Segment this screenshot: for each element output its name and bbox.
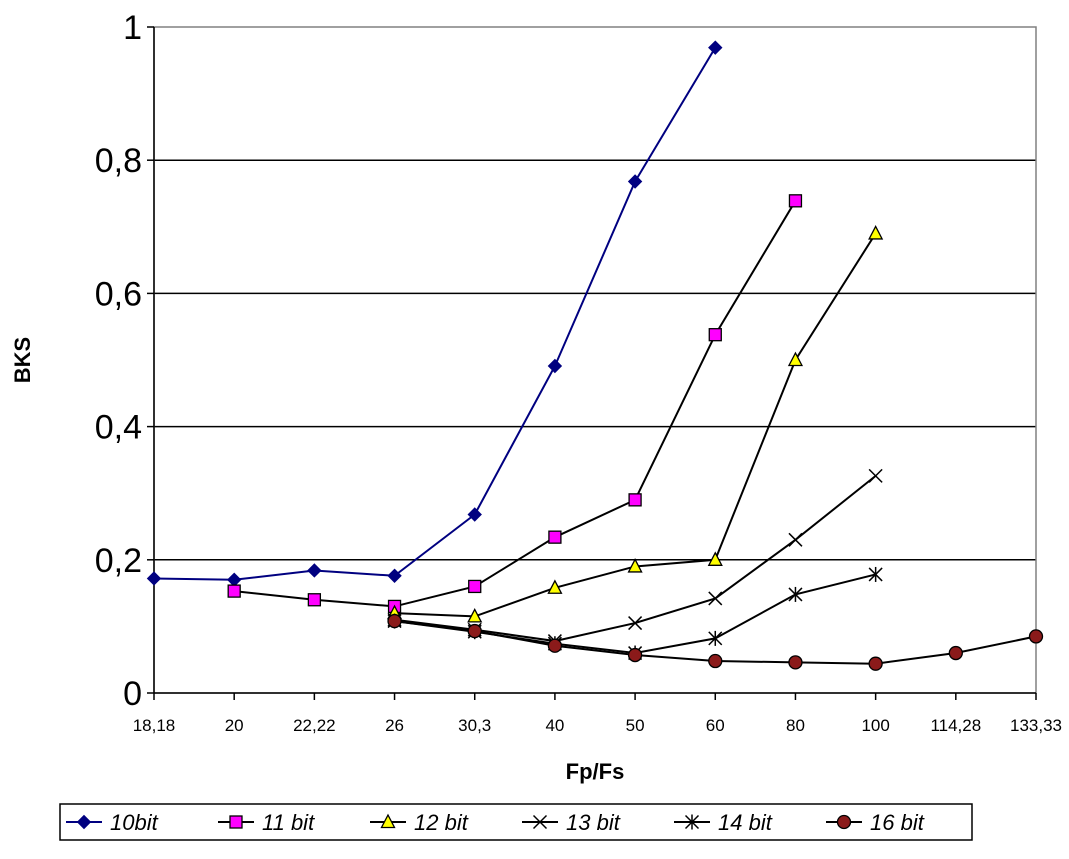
y-tick-label: 0,8 [95,142,142,180]
series-line [394,573,876,655]
data-point [708,630,723,646]
y-axis-title: BKS [10,337,35,383]
x-tick-label: 114,28 [930,716,981,735]
data-point [708,40,723,55]
legend-label: 16 bit [870,810,925,835]
y-tick-label: 0 [123,675,142,713]
data-point [868,566,883,582]
data-point [307,593,322,607]
legend-marker [380,813,396,829]
data-point [307,563,322,578]
data-point [788,194,803,208]
data-point [467,623,482,639]
legend-marker [532,814,548,830]
data-point [387,568,402,583]
data-point [787,351,804,367]
legend-entry: 13 bit [522,810,621,835]
data-point [547,638,563,653]
data-point [226,572,242,587]
legend-label: 12 bit [414,810,469,835]
data-point [627,647,643,663]
x-tick-label: 18,18 [133,716,176,735]
series-line [234,200,797,608]
data-point [868,468,883,483]
y-tick-label: 0,6 [95,275,142,313]
x-axis-title: Fp/Fs [566,759,625,784]
x-tick-label: 40 [545,716,564,735]
legend-entry: 11 bit [218,810,315,835]
x-tick-label: 30,3 [458,716,491,735]
legend-entry: 16 bit [826,810,925,835]
legend-marker [836,814,852,830]
x-tick-label: 26 [385,716,404,735]
data-point [146,571,162,586]
plot-area-border [153,26,1037,694]
data-point [1028,629,1044,644]
legend-label: 13 bit [566,810,621,835]
series-2 [386,225,884,623]
series-1 [227,194,803,614]
legend-entry: 12 bit [370,810,469,835]
legend-label: 11 bit [262,810,315,835]
legend-label: 14 bit [718,810,773,835]
data-point [708,653,723,669]
series-4 [387,566,883,661]
data-point [948,645,963,661]
y-tick-label: 0,2 [95,542,142,580]
x-tick-label: 100 [861,716,889,735]
x-tick-label: 22,22 [293,716,336,735]
series-5 [387,613,1044,671]
x-tick-label: 60 [706,716,725,735]
data-point [628,616,643,631]
data-point [707,551,723,566]
data-point [788,655,803,670]
data-point [708,591,723,606]
legend-entry: 10bit [66,810,159,835]
y-tick-label: 1 [123,9,142,47]
data-point [387,613,402,629]
tick-labels: 0 0,2 0,4 0,6 0,8 1 18,18 20 22,22 26 30,3 40 50 60 80… [95,9,1062,735]
series [146,40,1044,671]
data-point [627,558,643,573]
data-point [468,579,482,594]
data-point [547,358,563,374]
legend: 10bit 11 bit 12 bit 13 bit 14 bit 16 bit [59,803,973,841]
legend-marker [229,815,243,829]
legend-entry: 14 bit [674,810,773,835]
data-point [868,656,883,671]
data-point [227,584,241,598]
series-0 [146,40,723,587]
data-point [708,328,722,342]
data-point [868,225,884,240]
y-tick-label: 0,4 [95,409,142,447]
legend-label: 10bit [110,810,159,835]
x-tick-label: 50 [626,716,645,735]
x-tick-label: 20 [225,716,244,735]
data-point [628,493,642,507]
axes [147,26,1037,700]
legend-marker [684,814,700,830]
x-tick-label: 133,33 [1010,716,1062,735]
data-point [467,608,483,623]
legend-marker [76,814,92,830]
legend-box [59,803,973,841]
data-point [548,530,562,544]
data-point [788,586,803,602]
x-tick-label: 80 [786,716,805,735]
series-line [153,47,717,581]
grid [154,159,1036,561]
data-point [788,532,803,547]
data-point [547,579,563,594]
data-point [627,174,643,189]
data-point [467,507,482,522]
